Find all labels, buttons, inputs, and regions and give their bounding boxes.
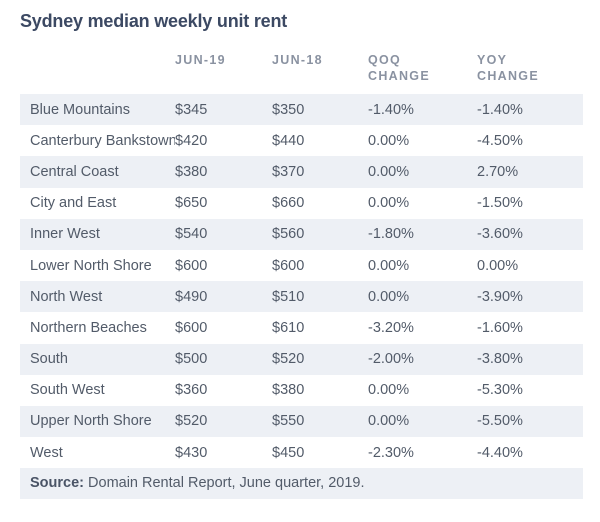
jun19-cell: $500 — [175, 351, 208, 368]
header-yoy-change: YOY CHANGE — [477, 53, 539, 83]
jun18-cell: $370 — [272, 163, 305, 180]
yoy-change-cell: -4.40% — [477, 444, 523, 461]
table-row: South $500 $520 -2.00% -3.80% — [20, 343, 583, 375]
jun18-cell: $610 — [272, 319, 305, 336]
jun19-cell: $490 — [175, 288, 208, 305]
region-cell: South — [30, 351, 68, 368]
yoy-change-cell: -1.40% — [477, 101, 523, 118]
yoy-change-cell: -1.50% — [477, 195, 523, 212]
jun19-cell: $600 — [175, 319, 208, 336]
qoq-change-cell: -1.40% — [368, 101, 414, 118]
qoq-change-cell: -2.00% — [368, 351, 414, 368]
region-cell: West — [30, 444, 63, 461]
jun19-cell: $650 — [175, 195, 208, 212]
region-cell: North West — [30, 288, 103, 305]
table-footer: Source: Domain Rental Report, June quart… — [20, 468, 583, 500]
jun18-cell: $450 — [272, 444, 305, 461]
jun19-cell: $420 — [175, 132, 208, 149]
table-body: Blue Mountains $345 $350 -1.40% -1.40% Canter… — [20, 94, 583, 468]
jun18-cell: $600 — [272, 257, 305, 274]
yoy-change-cell: 2.70% — [477, 163, 519, 180]
region-cell: Central Coast — [30, 163, 119, 180]
yoy-change-cell: -1.60% — [477, 319, 523, 336]
table-row: North West $490 $510 0.00% -3.90% — [20, 281, 583, 313]
qoq-change-cell: 0.00% — [368, 195, 410, 212]
yoy-change-cell: -5.30% — [477, 382, 523, 399]
yoy-change-cell: -3.90% — [477, 288, 523, 305]
qoq-change-cell: 0.00% — [368, 413, 410, 430]
page-title: Sydney median weekly unit rent — [20, 11, 288, 31]
region-cell: Inner West — [30, 226, 100, 243]
header-qoq-change: QOQ CHANGE — [368, 53, 430, 83]
jun19-cell: $600 — [175, 257, 208, 274]
qoq-change-cell: 0.00% — [368, 163, 410, 180]
table-row: Inner West $540 $560 -1.80% -3.60% — [20, 218, 583, 250]
rent-table: JUN-19 JUN-18 QOQ CHANGE YOY CHANGE Blue… — [20, 48, 583, 500]
yoy-change-cell: -3.60% — [477, 226, 523, 243]
table-row: City and East $650 $660 0.00% -1.50% — [20, 188, 583, 219]
yoy-change-cell: -4.50% — [477, 132, 523, 149]
qoq-change-cell: 0.00% — [368, 132, 410, 149]
source-text: Domain Rental Report, June quarter, 2019… — [88, 475, 365, 492]
qoq-change-cell: -1.80% — [368, 226, 414, 243]
header-jun-18: JUN-18 — [272, 53, 323, 67]
source-label: Source: — [30, 475, 84, 492]
jun18-cell: $550 — [272, 413, 305, 430]
jun18-cell: $350 — [272, 101, 305, 118]
jun18-cell: $440 — [272, 132, 305, 149]
table-row: Blue Mountains $345 $350 -1.40% -1.40% — [20, 94, 583, 126]
table-row: Northern Beaches $600 $610 -3.20% -1.60% — [20, 312, 583, 343]
jun19-cell: $430 — [175, 444, 208, 461]
table-row: Canterbury Bankstown $420 $440 0.00% -4.50% — [20, 125, 583, 156]
jun18-cell: $510 — [272, 288, 305, 305]
table-row: Lower North Shore $600 $600 0.00% 0.00% — [20, 250, 583, 281]
qoq-change-cell: -2.30% — [368, 444, 414, 461]
jun19-cell: $360 — [175, 382, 208, 399]
qoq-change-cell: 0.00% — [368, 382, 410, 399]
table-row: West $430 $450 -2.30% -4.40% — [20, 437, 583, 468]
table-row: Upper North Shore $520 $550 0.00% -5.50% — [20, 405, 583, 438]
region-cell: Northern Beaches — [30, 319, 147, 336]
jun18-cell: $380 — [272, 382, 305, 399]
region-cell: Blue Mountains — [30, 101, 130, 118]
yoy-change-cell: 0.00% — [477, 257, 519, 274]
region-cell: Canterbury Bankstown — [30, 132, 175, 149]
qoq-change-cell: -3.20% — [368, 319, 414, 336]
jun18-cell: $660 — [272, 195, 305, 212]
region-cell: South West — [30, 382, 105, 399]
table-row: Central Coast $380 $370 0.00% 2.70% — [20, 156, 583, 188]
jun18-cell: $560 — [272, 226, 305, 243]
jun19-cell: $540 — [175, 226, 208, 243]
qoq-change-cell: 0.00% — [368, 288, 410, 305]
yoy-change-cell: -5.50% — [477, 413, 523, 430]
jun18-cell: $520 — [272, 351, 305, 368]
region-cell: City and East — [30, 195, 117, 212]
header-jun-19: JUN-19 — [175, 53, 226, 67]
qoq-change-cell: 0.00% — [368, 257, 410, 274]
jun19-cell: $380 — [175, 163, 208, 180]
region-cell: Upper North Shore — [30, 413, 152, 430]
table-header-row: JUN-19 JUN-18 QOQ CHANGE YOY CHANGE — [20, 48, 583, 94]
jun19-cell: $520 — [175, 413, 208, 430]
region-cell: Lower North Shore — [30, 257, 152, 274]
table-row: South West $360 $380 0.00% -5.30% — [20, 375, 583, 406]
jun19-cell: $345 — [175, 101, 208, 118]
yoy-change-cell: -3.80% — [477, 351, 523, 368]
